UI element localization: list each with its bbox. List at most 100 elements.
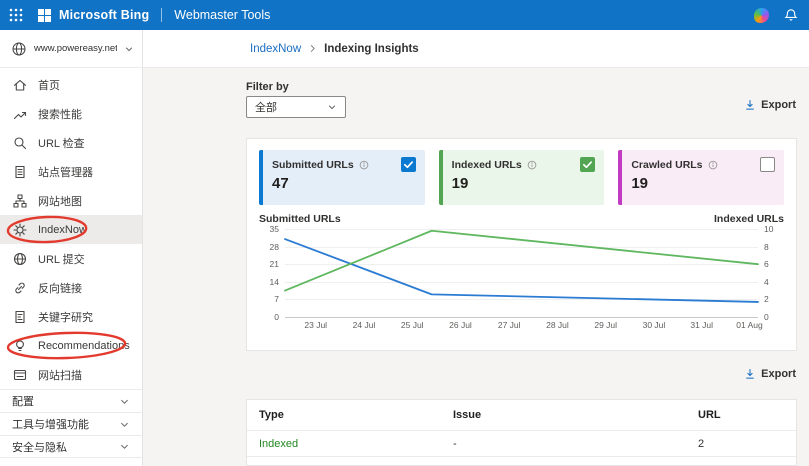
series-checkbox-checked[interactable] <box>400 157 416 172</box>
series-line-submitted-urls <box>285 239 758 302</box>
info-icon[interactable] <box>527 160 537 170</box>
sidebar: 首页搜索性能 URL 检查站点管理器网站地图 IndexNow URL 提交反向链接关… <box>0 68 143 466</box>
filter-dropdown[interactable]: 全部 <box>246 96 346 118</box>
gridline <box>285 264 758 266</box>
sidebar-item-label: 搜索性能 <box>38 108 82 121</box>
globe-icon <box>11 41 27 57</box>
row-url-count: 2 <box>698 437 705 450</box>
sidebar-item-url-inspection[interactable]: URL 检查 <box>0 128 142 157</box>
home-icon <box>12 77 28 93</box>
breadcrumb: IndexNow Indexing Insights <box>143 30 809 68</box>
trend-icon <box>12 106 28 122</box>
chart-area: 35 28 21 14 7 0 10 8 6 4 2 0 <box>259 224 784 322</box>
gridline <box>285 317 758 318</box>
info-icon[interactable] <box>708 160 718 170</box>
export-label: Export <box>761 99 796 111</box>
y-tick-label-right: 0 <box>764 312 769 322</box>
x-tick-label: 28 Jul <box>546 320 569 330</box>
brand-name: Microsoft Bing <box>59 8 150 22</box>
sidebar-item-keyword-research[interactable]: 关键字研究 <box>0 302 142 331</box>
document-icon <box>12 164 28 180</box>
x-tick-label: 01 Aug <box>736 320 763 330</box>
export-button-top[interactable]: Export <box>744 99 796 111</box>
x-tick-label: 30 Jul <box>642 320 666 330</box>
card-indexed-urls: Indexed URLs 19 <box>438 150 605 205</box>
sidebar-section-tools-enhancements[interactable]: 工具与增强功能 <box>0 412 142 435</box>
sidebar-item-label: 反向链接 <box>38 282 82 295</box>
y-tick-label-right: 4 <box>764 276 769 287</box>
card-submitted-urls: Submitted URLs 47 <box>259 150 425 205</box>
card-title: Submitted URLs <box>272 158 354 171</box>
sidebar-item-recommendations[interactable]: Recommendations <box>0 331 142 360</box>
row-type[interactable]: Indexed <box>259 437 299 450</box>
export-label: Export <box>761 368 796 380</box>
sidebar-item-search-performance[interactable]: 搜索性能 <box>0 99 142 128</box>
sidebar-item-site-explorer[interactable]: 站点管理器 <box>0 157 142 186</box>
y-tick-label-left: 7 <box>274 294 279 305</box>
table-header-type: Type <box>259 409 284 421</box>
x-axis-labels: 23 Jul 24 Jul 25 Jul 26 Jul 27 Jul 28 Jul 29 J… <box>285 320 762 334</box>
export-button-bottom[interactable]: Export <box>744 368 796 380</box>
table-row[interactable]: Indexed - 2 <box>247 431 796 457</box>
chart-lines <box>285 229 758 317</box>
breadcrumb-link-indexnow[interactable]: IndexNow <box>250 42 302 55</box>
sidebar-section-security-privacy[interactable]: 安全与隐私 <box>0 435 142 458</box>
indexing-insights-panel: Submitted URLs 47 Indexed URLs 19 Crawled UR… <box>246 138 797 351</box>
table-header-url: URL <box>698 409 721 421</box>
gear-icon <box>12 222 28 238</box>
info-icon[interactable] <box>359 160 369 170</box>
y-tick-label-right: 10 <box>764 224 774 234</box>
issues-table: Type Issue URL Indexed - 2 <box>246 399 797 466</box>
sidebar-item-sitemaps[interactable]: 网站地图 <box>0 186 142 215</box>
table-body: Indexed - 2 <box>247 431 796 457</box>
bulb-icon <box>12 338 28 354</box>
sidebar-item-backlinks[interactable]: 反向链接 <box>0 273 142 302</box>
header-left: Microsoft Bing Webmaster Tools <box>8 7 270 23</box>
x-tick-label: 26 Jul <box>449 320 472 330</box>
line-chart-plot <box>285 229 758 318</box>
sidebar-item-site-scan[interactable]: 网站扫描 <box>0 360 142 389</box>
copilot-icon[interactable] <box>754 7 769 23</box>
sidebar-section-configuration[interactable]: 配置 <box>0 389 142 412</box>
gridline <box>285 299 758 301</box>
y-tick-label-right: 2 <box>764 294 769 305</box>
notifications-bell-icon[interactable] <box>783 7 799 23</box>
site-selector[interactable]: www.powereasy.net/ <box>0 30 143 68</box>
filter-dropdown-value: 全部 <box>255 102 277 114</box>
y-tick-label-left: 28 <box>269 241 279 252</box>
download-icon <box>744 368 756 380</box>
card-value: 47 <box>272 175 289 192</box>
card-value: 19 <box>631 175 649 192</box>
sidebar-item-label: URL 检查 <box>38 137 85 150</box>
filter-by-label: Filter by <box>246 81 289 93</box>
gridline <box>285 246 758 248</box>
table-header-issue: Issue <box>453 409 482 421</box>
sidebar-item-home[interactable]: 首页 <box>0 70 142 99</box>
x-tick-label: 27 Jul <box>497 320 521 330</box>
card-title: Crawled URLs <box>631 158 703 171</box>
table-header-row: Type Issue URL <box>247 400 796 431</box>
globe-icon <box>12 251 28 267</box>
breadcrumb-chevron-icon <box>308 44 317 53</box>
waffle-icon[interactable] <box>8 7 24 23</box>
sidebar-item-label: IndexNow <box>38 223 87 236</box>
site-url-label: www.powereasy.net/ <box>34 43 117 54</box>
series-checkbox-unchecked[interactable] <box>760 157 776 172</box>
sidebar-item-label: 网站地图 <box>38 195 82 208</box>
sidebar-item-indexnow[interactable]: IndexNow <box>0 215 142 244</box>
microsoft-logo-icon <box>38 8 51 22</box>
x-tick-label: 25 Jul <box>400 320 424 330</box>
series-checkbox-checked[interactable] <box>580 157 596 172</box>
card-value: 19 <box>451 175 469 192</box>
page-title: Indexing Insights <box>324 42 419 55</box>
left-axis-title: Submitted URLs <box>259 213 341 225</box>
x-tick-label: 24 Jul <box>352 320 376 330</box>
sidebar-item-url-submission[interactable]: URL 提交 <box>0 244 142 273</box>
top-header: Microsoft Bing Webmaster Tools <box>0 0 809 30</box>
right-axis-title: Indexed URLs <box>713 213 784 225</box>
link-icon <box>12 280 28 296</box>
sidebar-section-label: 安全与隐私 <box>12 441 67 454</box>
chevron-down-icon <box>119 396 130 407</box>
x-tick-label: 31 Jul <box>690 320 714 330</box>
